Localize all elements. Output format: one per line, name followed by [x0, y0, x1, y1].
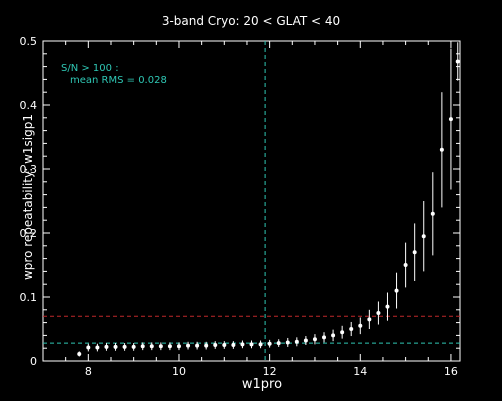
y-tick-label: 0.5	[20, 35, 38, 48]
data-point	[167, 344, 172, 349]
x-tick-label: 10	[172, 365, 186, 378]
data-point	[122, 344, 127, 349]
data-point	[258, 342, 263, 347]
data-point	[340, 330, 345, 335]
data-point	[267, 341, 272, 346]
data-point	[331, 333, 336, 338]
x-tick-label: 8	[85, 365, 92, 378]
data-point	[312, 337, 317, 342]
data-point	[455, 59, 460, 64]
chart-title: 3-band Cryo: 20 < GLAT < 40	[161, 14, 341, 28]
data-point	[176, 344, 181, 349]
data-point	[158, 344, 163, 349]
data-point	[204, 343, 209, 348]
data-point	[231, 343, 236, 347]
data-point	[131, 344, 136, 349]
data-point	[358, 323, 363, 328]
data-point	[104, 344, 109, 349]
data-point	[276, 341, 281, 346]
data-point	[140, 344, 145, 349]
annotation-line-2: mean RMS = 0.028	[70, 75, 167, 86]
data-point	[303, 338, 308, 343]
y-tick-label: 0.3	[20, 163, 38, 176]
data-point	[394, 288, 399, 293]
x-tick-label: 16	[444, 365, 458, 378]
x-axis-label: w1pro	[241, 377, 283, 392]
data-point	[249, 342, 254, 347]
data-point	[421, 234, 426, 239]
data-point	[213, 343, 218, 347]
y-tick-label: 0	[30, 355, 37, 368]
data-point	[186, 343, 191, 348]
data-point	[367, 317, 372, 322]
y-tick-label: 0.1	[20, 291, 38, 304]
y-tick-label: 0.4	[20, 99, 38, 112]
y-axis-label: wpro repeatability: w1sigp1	[21, 113, 35, 281]
x-tick-label: 12	[263, 365, 277, 378]
data-point	[430, 211, 435, 216]
data-point	[349, 327, 354, 331]
data-point	[385, 304, 390, 309]
data-point	[222, 343, 227, 347]
annotation-line-1: S/N > 100 :	[61, 63, 119, 74]
axes-frame	[42, 40, 461, 362]
data-point	[77, 351, 82, 356]
data-point	[439, 147, 444, 152]
data-point	[376, 311, 381, 315]
y-tick-label: 0.2	[20, 227, 38, 240]
data-point	[322, 335, 327, 340]
data-point	[113, 344, 118, 349]
data-point	[149, 344, 154, 349]
data-point	[448, 117, 453, 122]
data-point	[412, 250, 417, 255]
data-point	[95, 345, 100, 350]
data-point	[285, 340, 290, 345]
data-point	[195, 343, 200, 348]
data-point	[240, 342, 245, 347]
data-point	[86, 345, 91, 350]
data-point	[294, 339, 299, 344]
x-tick-label: 14	[353, 365, 367, 378]
data-point	[403, 263, 408, 267]
